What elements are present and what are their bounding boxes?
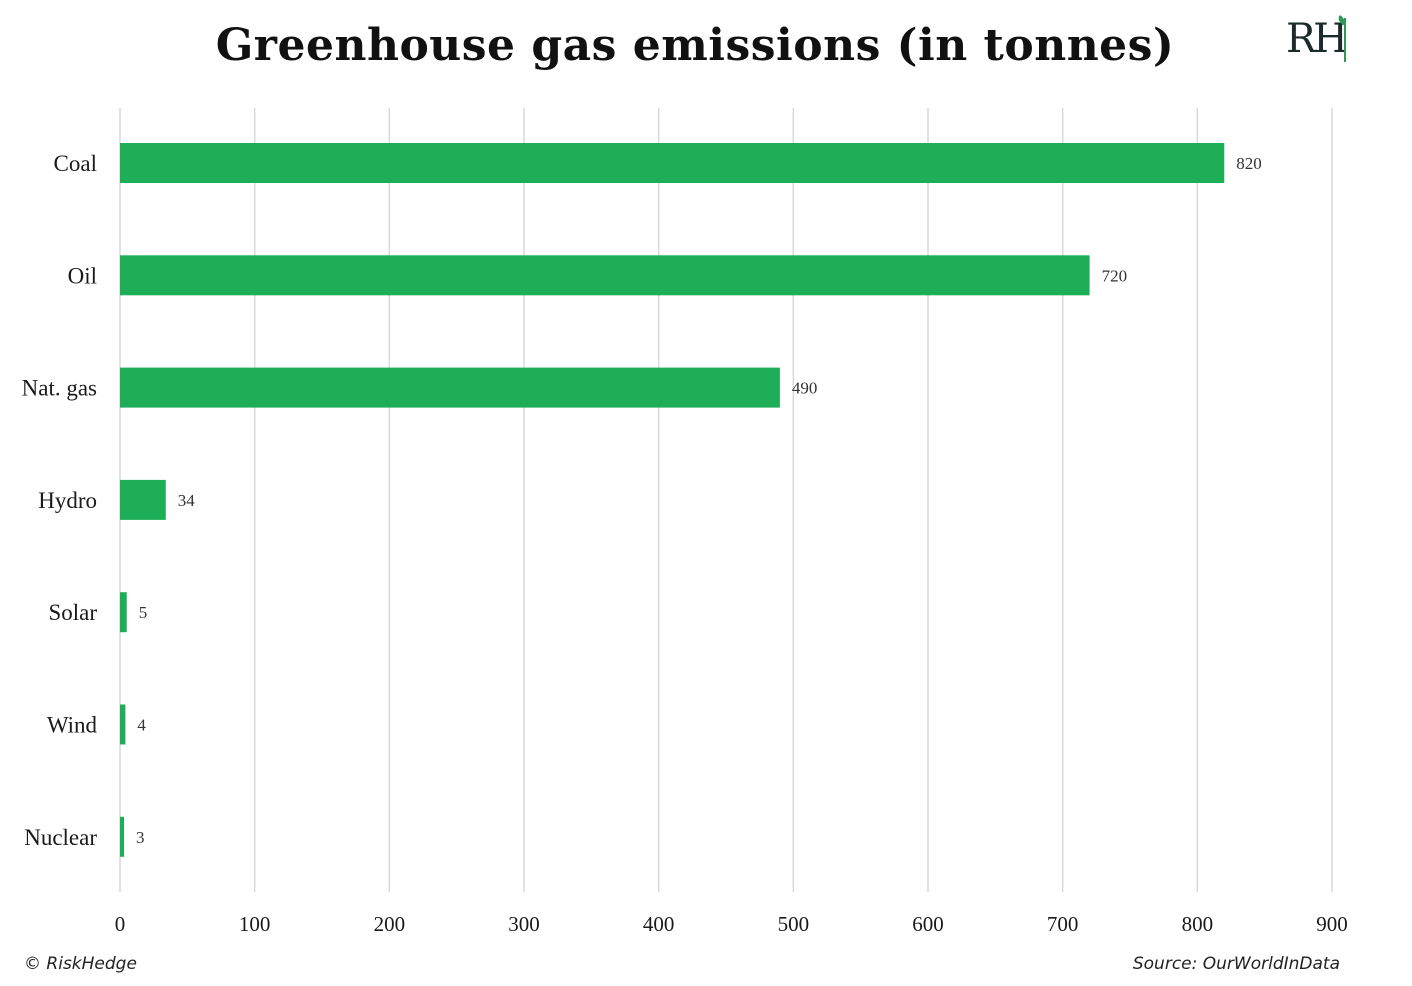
bar-solar [120, 592, 127, 633]
bar-nuclear [120, 816, 125, 857]
category-label-hydro: Hydro [38, 488, 97, 513]
copyright-note: © RiskHedge [24, 954, 137, 974]
x-tick-label-0: 0 [115, 912, 126, 936]
x-tick-label-400: 400 [643, 912, 675, 936]
category-label-oil: Oil [68, 263, 97, 288]
x-tick-label-500: 500 [778, 912, 810, 936]
bar-coal [120, 143, 1225, 183]
data-label-nat-gas: 490 [792, 379, 818, 398]
data-label-oil: 720 [1102, 266, 1128, 285]
category-label-solar: Solar [48, 600, 97, 625]
x-tick-label-200: 200 [374, 912, 406, 936]
source-note: Source: OurWorldInData [1132, 954, 1340, 974]
x-tick-label-800: 800 [1182, 912, 1214, 936]
category-label-wind: Wind [47, 713, 98, 738]
bars [120, 143, 1225, 857]
leaf-icon [1338, 15, 1346, 62]
bar-hydro [120, 479, 166, 520]
bar-oil [120, 255, 1090, 296]
category-label-nuclear: Nuclear [24, 825, 97, 850]
category-label-coal: Coal [54, 151, 97, 176]
data-label-nuclear: 3 [136, 828, 145, 847]
data-label-wind: 4 [137, 716, 146, 735]
bar-nat-gas [120, 367, 780, 408]
data-label-hydro: 34 [178, 491, 196, 510]
x-tick-label-600: 600 [912, 912, 944, 936]
labels: 0 100 200 300 400 500 600 700 800 900 Coal 820 Oil 72… [22, 151, 1348, 936]
x-tick-label-300: 300 [508, 912, 540, 936]
grid-lines [119, 108, 1333, 892]
data-label-coal: 820 [1236, 154, 1262, 173]
x-tick-label-900: 900 [1316, 912, 1348, 936]
chart-title: Greenhouse gas emissions (in tonnes) [215, 20, 1175, 71]
logo-text: RH [1286, 16, 1348, 62]
x-tick-label-100: 100 [239, 912, 271, 936]
riskhedge-logo: RH [1282, 12, 1362, 72]
category-label-nat-gas: Nat. gas [22, 376, 97, 401]
bar-wind [120, 704, 126, 745]
data-label-solar: 5 [139, 603, 148, 622]
x-tick-label-700: 700 [1047, 912, 1079, 936]
